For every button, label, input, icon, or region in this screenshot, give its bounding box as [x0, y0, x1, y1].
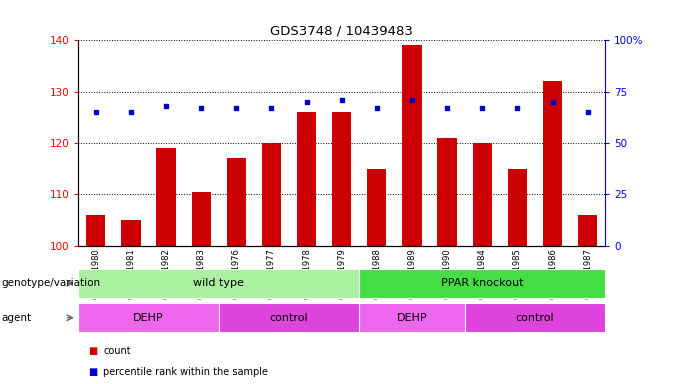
Bar: [508, 169, 527, 246]
Text: ■: ■: [88, 367, 98, 377]
Bar: [78, 303, 219, 332]
Bar: [86, 215, 105, 246]
Text: PPAR knockout: PPAR knockout: [441, 278, 524, 288]
Bar: [437, 138, 457, 246]
Bar: [78, 269, 359, 298]
Text: count: count: [103, 346, 131, 356]
Text: percentile rank within the sample: percentile rank within the sample: [103, 367, 269, 377]
Bar: [403, 45, 422, 246]
Bar: [332, 112, 352, 246]
Bar: [543, 81, 562, 246]
Bar: [297, 112, 316, 246]
Text: DEHP: DEHP: [396, 313, 427, 323]
Bar: [192, 192, 211, 246]
Bar: [359, 303, 464, 332]
Text: control: control: [270, 313, 308, 323]
Text: ■: ■: [88, 346, 98, 356]
Bar: [464, 303, 605, 332]
Bar: [226, 159, 246, 246]
Bar: [473, 143, 492, 246]
Bar: [156, 148, 175, 246]
Bar: [578, 215, 597, 246]
Bar: [219, 303, 359, 332]
Text: DEHP: DEHP: [133, 313, 164, 323]
Text: agent: agent: [1, 313, 31, 323]
Bar: [359, 269, 605, 298]
Text: control: control: [515, 313, 554, 323]
Bar: [367, 169, 386, 246]
Bar: [262, 143, 281, 246]
Text: wild type: wild type: [193, 278, 244, 288]
Bar: [121, 220, 141, 246]
Text: genotype/variation: genotype/variation: [1, 278, 101, 288]
Title: GDS3748 / 10439483: GDS3748 / 10439483: [270, 25, 413, 38]
